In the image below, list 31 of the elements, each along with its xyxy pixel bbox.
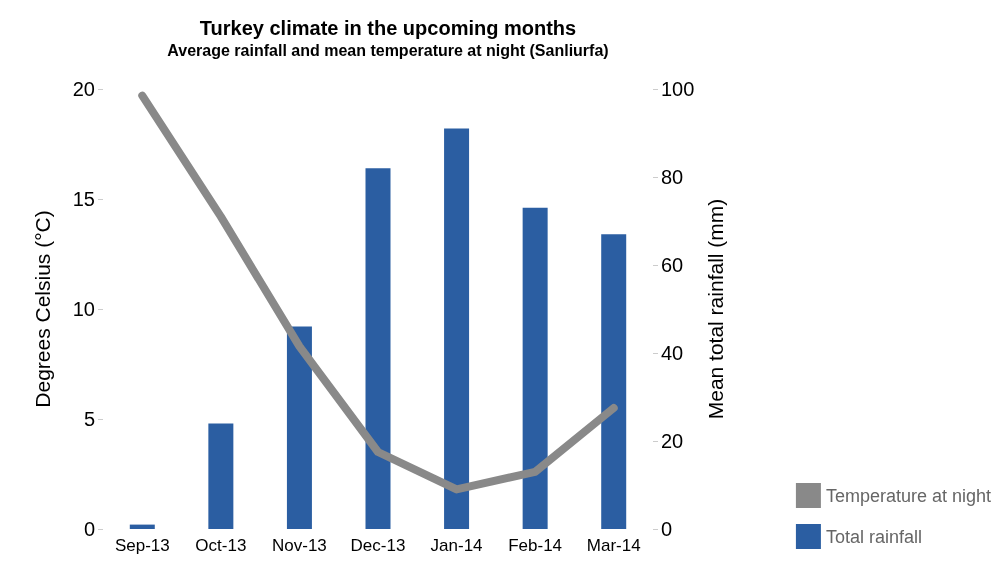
bar (365, 168, 391, 529)
chart-subtitle: Average rainfall and mean temperature at night (Sanliurfa) (167, 41, 609, 59)
y2-tick-label: 60 (661, 254, 684, 276)
x-tick-label: Oct-13 (195, 536, 247, 555)
legend-label: Total rainfall (825, 526, 922, 547)
y2-tick-label: 80 (661, 166, 684, 188)
y-tick-label: 20 (72, 78, 95, 100)
x-tick-label: Nov-13 (272, 536, 327, 555)
x-tick-label: Sep-13 (114, 536, 170, 555)
y2-axis-title: Mean total rainfall (mm) (704, 198, 728, 420)
x-tick-label: Feb-14 (508, 536, 563, 555)
y2-tick-label: 100 (661, 78, 695, 100)
bar (129, 524, 155, 529)
x-tick-label: Jan-14 (430, 536, 483, 555)
y-axis-title: Degrees Celsius (°C) (31, 210, 54, 408)
bar (444, 128, 470, 529)
bar (208, 423, 234, 529)
x-tick-label: Mar-14 (586, 536, 641, 555)
y2-tick-label: 40 (661, 342, 684, 364)
bar (286, 326, 312, 529)
y2-tick-label: 0 (661, 518, 673, 540)
bar (522, 207, 548, 529)
bar (601, 234, 627, 529)
y-tick-label: 0 (83, 518, 95, 540)
y-tick-label: 15 (72, 188, 95, 210)
y2-tick-label: 20 (661, 430, 684, 452)
chart-title: Turkey climate in the upcoming months (199, 17, 577, 39)
x-tick-label: Dec-13 (350, 536, 406, 555)
legend-label: Temperature at night (825, 485, 991, 506)
y-tick-label: 10 (72, 298, 95, 320)
y-tick-label: 5 (83, 408, 95, 430)
